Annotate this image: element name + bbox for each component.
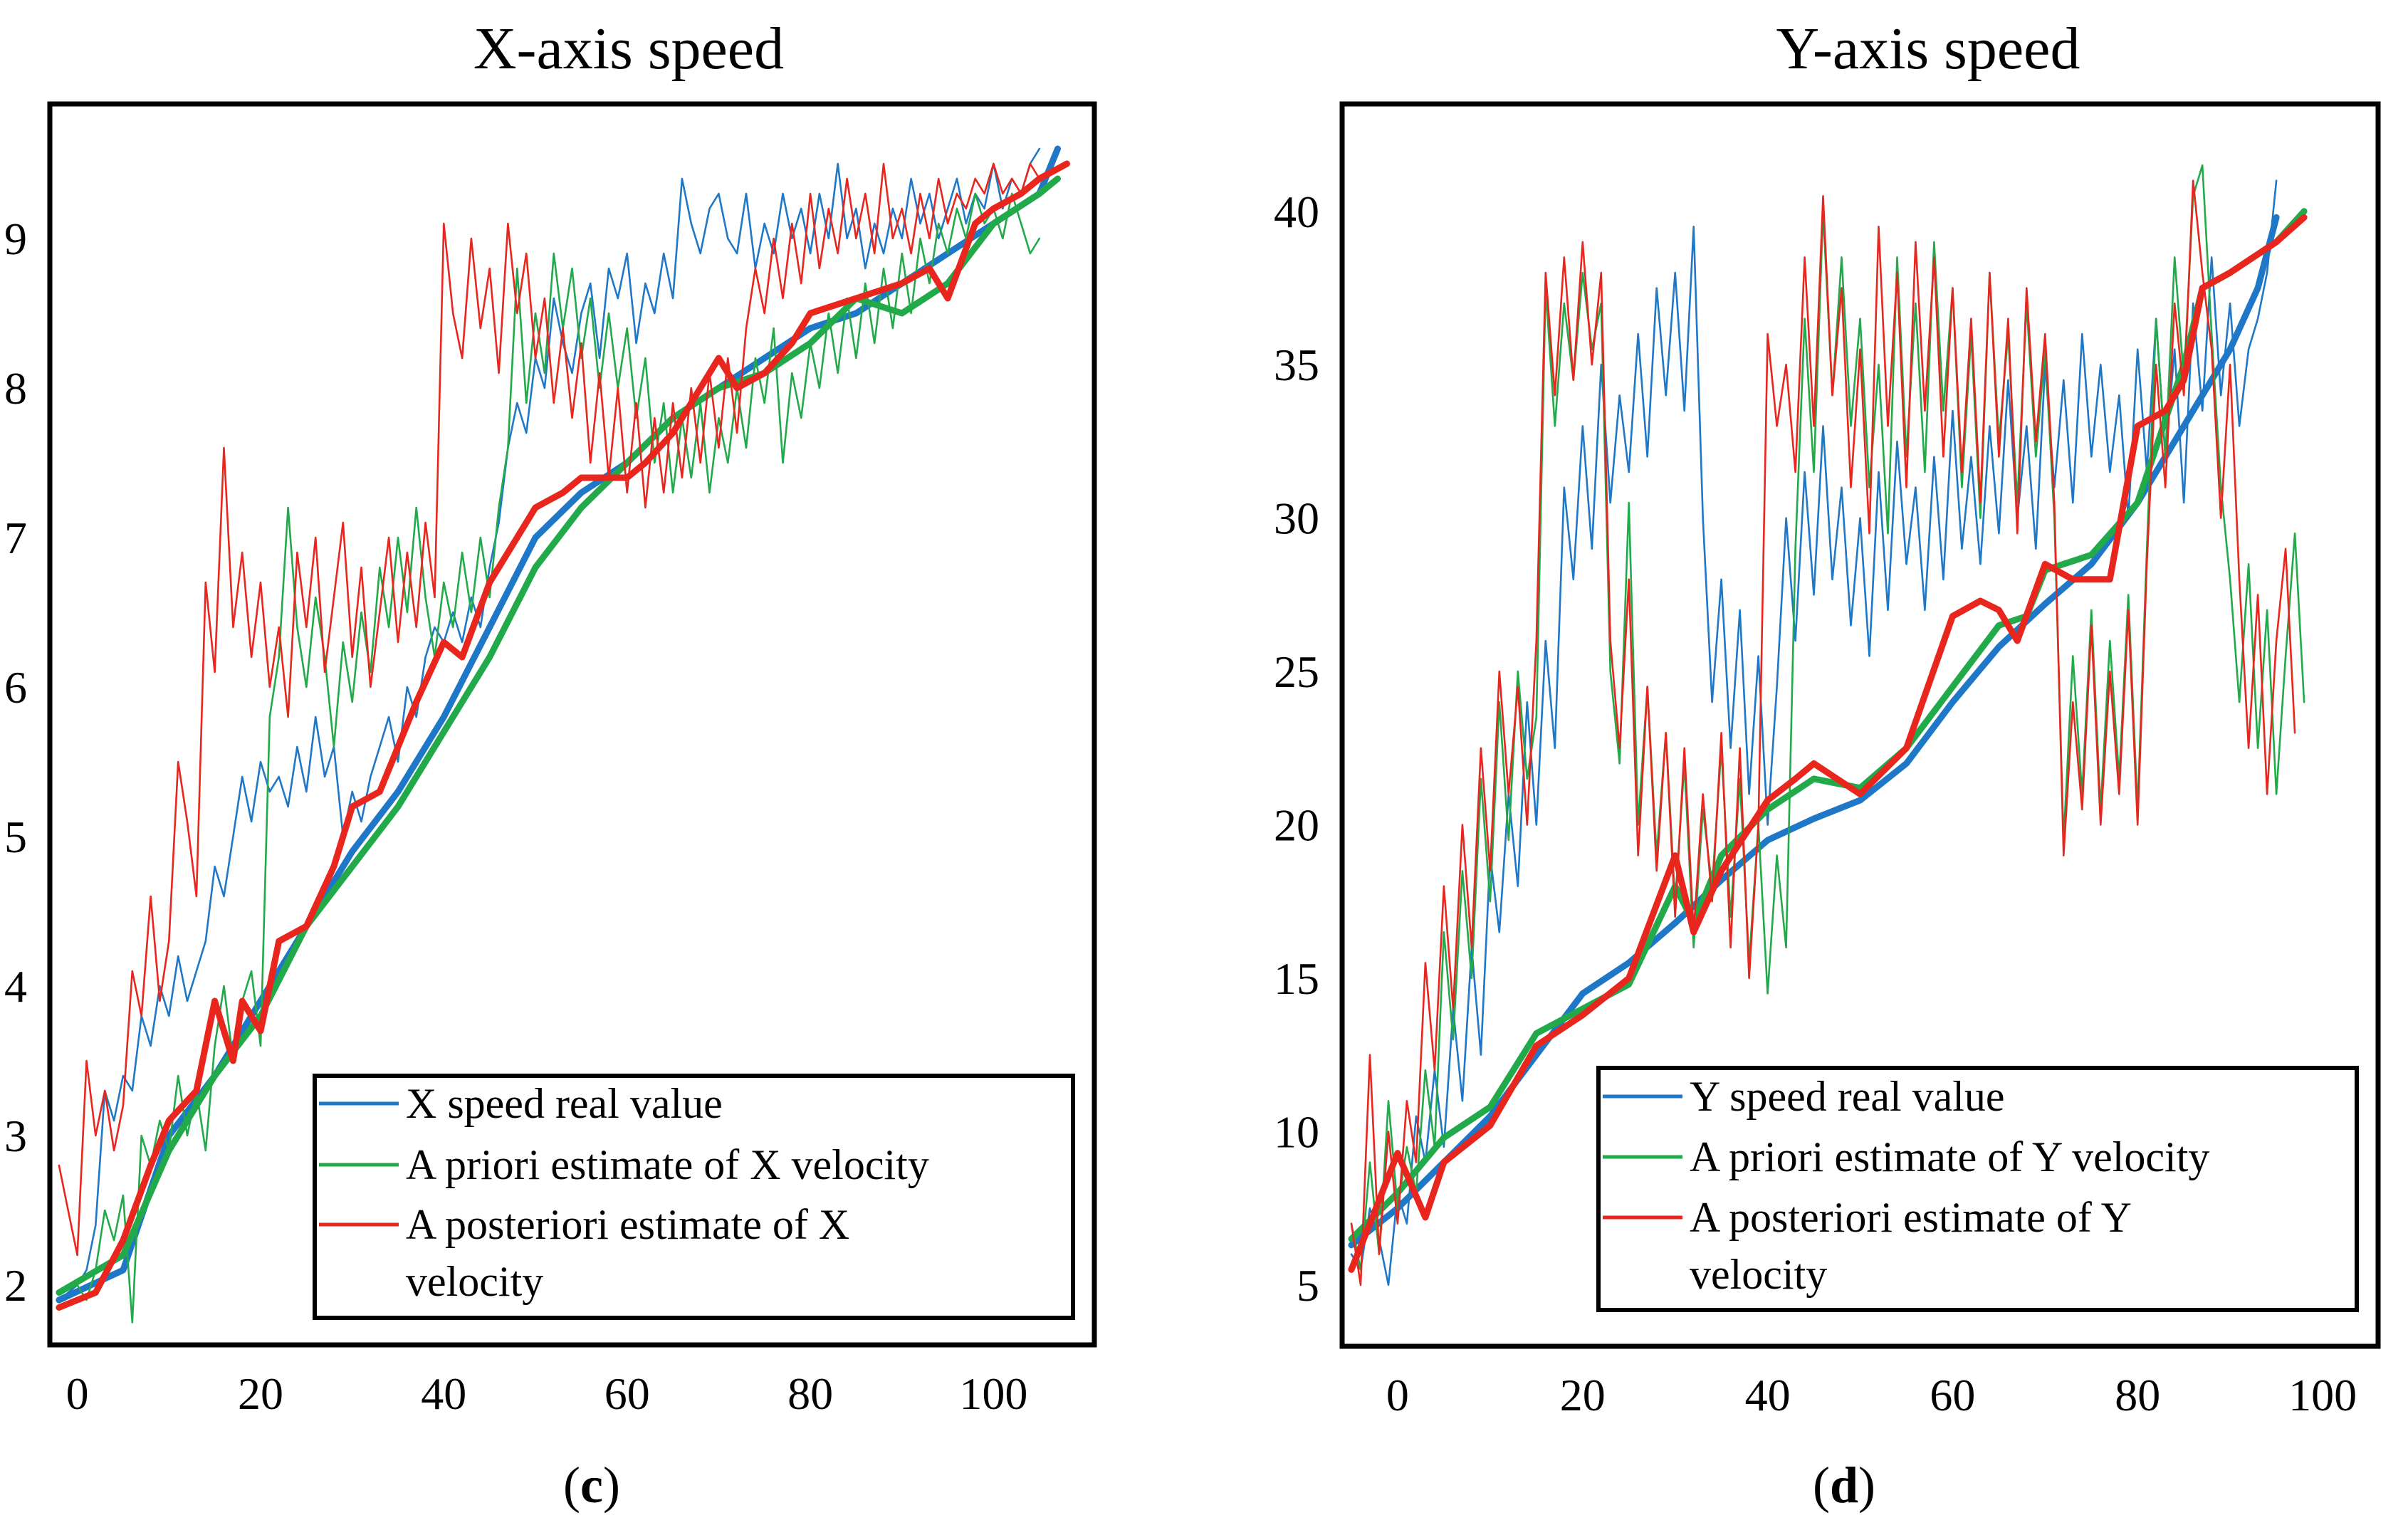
caption-open: (: [563, 1457, 580, 1514]
panel-caption: (c): [563, 1457, 620, 1514]
chart-title: X-axis speed: [473, 16, 784, 82]
legend-label-a-priori: A priori estimate of Y velocity: [1690, 1133, 2209, 1180]
series-line-0: [58, 147, 1041, 1301]
caption-letter: d: [1830, 1457, 1858, 1514]
legend: X speed real value A priori estimate of …: [313, 1074, 1075, 1320]
tick-labels: 0 20 40 60 80 100 5 10 15 20 25 30 35 40: [1274, 187, 2357, 1420]
series-line-3: [56, 175, 1061, 1296]
x-tick-label-5: 100: [959, 1368, 1027, 1419]
y-tick-label-1: 10: [1274, 1106, 1319, 1157]
caption-close: ): [1858, 1457, 1875, 1514]
series-group: [1348, 164, 2308, 1286]
legend-label-real-value: Y speed real value: [1690, 1073, 2005, 1120]
legend-label-a-posteriori: A posteriori estimate of X: [406, 1201, 849, 1248]
y-tick-label-0: 5: [1297, 1260, 1319, 1311]
y-tick-label-6: 8: [4, 363, 27, 414]
x-tick-label-4: 80: [787, 1368, 833, 1419]
series-line-5: [1348, 214, 2308, 1273]
legend-box: [313, 1074, 1075, 1320]
series-line-5: [56, 160, 1070, 1311]
legend-label-real-value: X speed real value: [406, 1080, 723, 1127]
y-tick-label-5: 30: [1274, 493, 1319, 544]
x-tick-label-1: 20: [238, 1368, 283, 1419]
y-tick-label-7: 40: [1274, 187, 1319, 237]
caption-close: ): [603, 1457, 620, 1514]
x-tick-label-0: 0: [66, 1368, 89, 1419]
y-tick-label-2: 4: [4, 961, 27, 1012]
x-tick-label-2: 40: [1745, 1370, 1791, 1420]
x-tick-label-5: 100: [2288, 1370, 2357, 1420]
chart-title: Y-axis speed: [1776, 16, 2080, 82]
legend-box: [1596, 1066, 2359, 1312]
panel-y-axis-speed: Y-axis speed 0 20 40 60 80 100 5 10 15 20 25 30 35 40…: [1274, 16, 2381, 1514]
x-tick-label-3: 60: [1930, 1370, 1975, 1420]
y-tick-label-4: 6: [4, 662, 27, 713]
legend-label-a-posteriori: A posteriori estimate of Y: [1690, 1194, 2132, 1241]
panel-x-axis-speed: X-axis speed 0 20 40 60 80 100 2 3 4 5 6 7 8 9 X spee…: [4, 16, 1097, 1514]
y-tick-label-0: 2: [4, 1260, 27, 1311]
y-tick-label-7: 9: [4, 214, 27, 264]
y-tick-label-5: 7: [4, 513, 27, 563]
plot-frame: [47, 101, 1097, 1348]
series-group: [56, 145, 1070, 1324]
caption-letter: c: [580, 1457, 603, 1514]
legend: Y speed real value A priori estimate of …: [1596, 1066, 2359, 1312]
x-tick-label-0: 0: [1386, 1370, 1409, 1420]
y-tick-label-3: 5: [4, 812, 27, 862]
x-tick-label-2: 40: [421, 1368, 466, 1419]
x-tick-label-3: 60: [604, 1368, 650, 1419]
x-tick-label-1: 20: [1560, 1370, 1606, 1420]
series-line-2: [58, 192, 1041, 1324]
legend-label-a-posteriori-cont: velocity: [406, 1258, 543, 1305]
panel-caption: (d): [1813, 1457, 1875, 1514]
legend-label-a-priori: A priori estimate of X velocity: [406, 1141, 929, 1188]
y-tick-label-2: 15: [1274, 953, 1319, 1004]
series-line-4: [1350, 179, 2296, 1286]
x-tick-label-4: 80: [2115, 1370, 2160, 1420]
tick-labels: 0 20 40 60 80 100 2 3 4 5 6 7 8 9: [4, 214, 1027, 1419]
caption-open: (: [1813, 1457, 1830, 1514]
y-tick-label-3: 20: [1274, 800, 1319, 851]
y-tick-label-1: 3: [4, 1111, 27, 1161]
series-line-0: [1350, 179, 2278, 1286]
series-line-4: [58, 162, 1041, 1257]
y-tick-label-4: 25: [1274, 646, 1319, 697]
plot-frame: [1339, 101, 2381, 1349]
legend-label-a-posteriori-cont: velocity: [1690, 1251, 1827, 1298]
y-tick-label-6: 35: [1274, 340, 1319, 390]
